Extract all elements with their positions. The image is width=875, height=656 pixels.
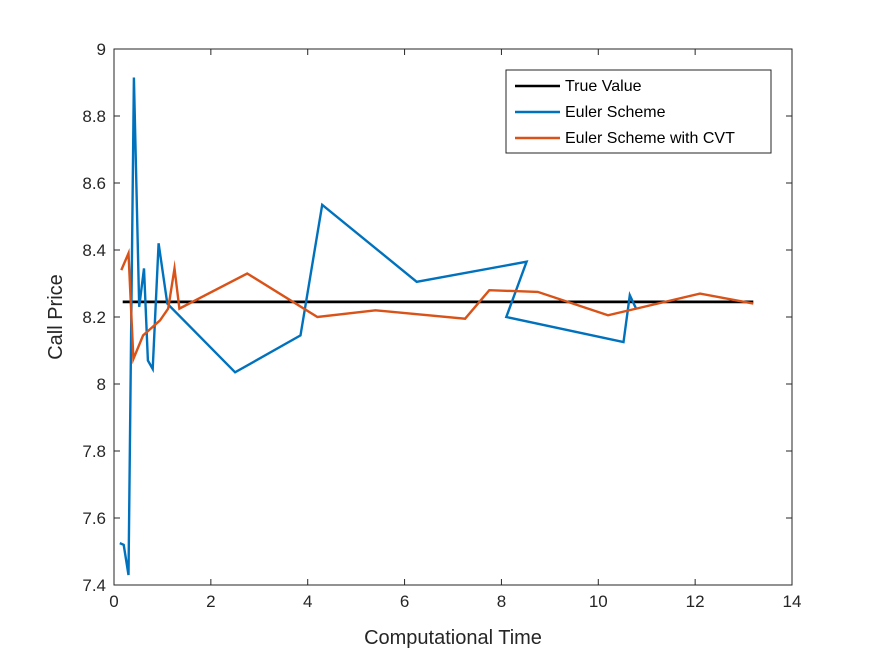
y-tick-label: 8.4 [82, 241, 106, 260]
y-tick-label: 7.6 [82, 509, 106, 528]
y-tick-label: 7.4 [82, 576, 106, 595]
x-tick-label: 2 [206, 592, 215, 611]
legend-label-true-value: True Value [565, 78, 642, 95]
y-tick-label: 7.8 [82, 442, 106, 461]
series-layer [119, 77, 754, 576]
x-tick-label: 8 [497, 592, 506, 611]
x-axis-title: Computational Time [364, 627, 542, 649]
x-tick-label: 6 [400, 592, 409, 611]
y-tick-label: 8.8 [82, 107, 106, 126]
y-tick-label: 8.6 [82, 174, 106, 193]
tick-layer: 0 2 4 6 8 10 12 14 7.4 7.6 7.8 8 8.2 8.4 8.6 8.8 9 [82, 40, 801, 611]
series-line-euler-scheme [119, 77, 638, 576]
legend-label-euler-scheme-cvt: Euler Scheme with CVT [565, 130, 735, 147]
x-tick-label: 14 [783, 592, 802, 611]
x-tick-label: 10 [589, 592, 608, 611]
y-tick-label: 8.2 [82, 308, 106, 327]
x-tick-label: 0 [109, 592, 118, 611]
y-tick-label: 8 [97, 375, 106, 394]
series-line-euler-scheme-with-cvt [120, 248, 754, 365]
legend: True Value Euler Scheme Euler Scheme wit… [505, 69, 772, 154]
y-axis-title: Call Price [45, 274, 67, 360]
x-tick-label: 4 [303, 592, 312, 611]
y-tick-label: 9 [97, 40, 106, 59]
legend-label-euler-scheme: Euler Scheme [565, 104, 666, 121]
x-tick-label: 12 [686, 592, 705, 611]
